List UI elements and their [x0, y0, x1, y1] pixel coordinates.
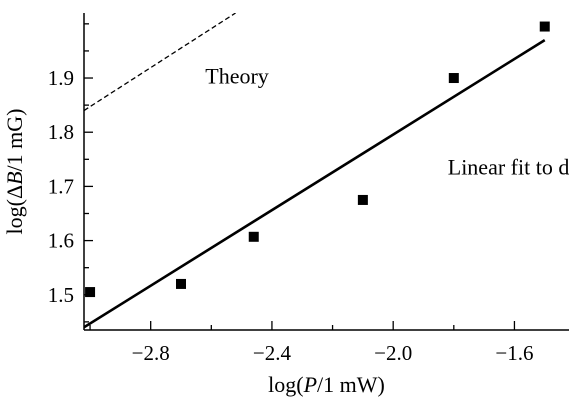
data-point [176, 278, 186, 289]
y-tick-label: 1.5 [48, 283, 74, 307]
y-tick-label: 1.8 [48, 120, 74, 144]
x-tick-label: −1.6 [495, 341, 533, 365]
y-tick-label: 1.7 [48, 174, 74, 198]
plot-area: −2.8 −2.4 −2.0 −1.6 1.5 1.6 1.7 1.8 1.9 Theory Lin… [48, 13, 569, 365]
y-tick-label: 1.6 [48, 229, 74, 253]
x-axis-title: log(P/1 mW) [268, 372, 385, 397]
data-point [248, 231, 259, 242]
x-tick-label: −2.4 [253, 341, 292, 365]
y-tick-label: 1.9 [48, 66, 74, 90]
data-point [85, 287, 96, 298]
annotation-label: Theory [205, 63, 269, 88]
theory-line [84, 13, 236, 112]
data-point [357, 194, 368, 205]
data-point [448, 73, 459, 84]
x-tick-label: −2.0 [374, 341, 412, 365]
data-point [539, 21, 550, 32]
annotation-label: Linear fit to data [448, 154, 569, 179]
y-axis-title: log(ΔB/1 mG) [2, 109, 27, 235]
linear-fit-line [84, 38, 546, 329]
x-tick-label: −2.8 [132, 341, 170, 365]
